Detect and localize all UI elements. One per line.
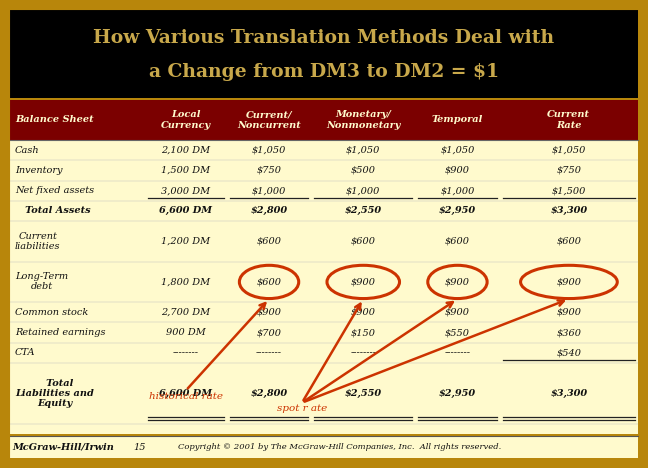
Text: $750: $750 — [557, 166, 581, 175]
Text: $540: $540 — [557, 348, 581, 358]
Text: --------: -------- — [173, 348, 199, 358]
Text: Total
Liabilities and
Equity: Total Liabilities and Equity — [15, 379, 94, 408]
Text: Balance Sheet: Balance Sheet — [15, 116, 93, 124]
Text: $600: $600 — [351, 237, 376, 246]
Text: $1,050: $1,050 — [252, 146, 286, 154]
Text: Common stock: Common stock — [15, 308, 88, 317]
Text: $550: $550 — [445, 328, 470, 337]
Text: $900: $900 — [351, 308, 376, 317]
Text: $150: $150 — [351, 328, 376, 337]
Bar — [10, 10, 638, 98]
Text: 1,800 DM: 1,800 DM — [161, 278, 211, 286]
Text: Cash: Cash — [15, 146, 40, 154]
Bar — [10, 100, 638, 434]
Text: Total Assets: Total Assets — [15, 206, 91, 215]
Text: --------: -------- — [445, 348, 470, 358]
Text: Temporal: Temporal — [432, 116, 483, 124]
Text: $2,800: $2,800 — [251, 206, 288, 215]
Text: Net fixed assets: Net fixed assets — [15, 186, 94, 195]
Text: 1,500 DM: 1,500 DM — [161, 166, 211, 175]
Text: Local
Currency: Local Currency — [161, 110, 211, 130]
Text: $360: $360 — [557, 328, 581, 337]
Text: $700: $700 — [257, 328, 281, 337]
Text: CTA: CTA — [15, 348, 36, 358]
Text: $3,300: $3,300 — [550, 206, 588, 215]
Text: $900: $900 — [557, 308, 581, 317]
Text: $1,000: $1,000 — [252, 186, 286, 195]
Text: $2,950: $2,950 — [439, 206, 476, 215]
Text: 2,100 DM: 2,100 DM — [161, 146, 211, 154]
Text: Current
Rate: Current Rate — [548, 110, 590, 130]
Text: $600: $600 — [557, 237, 581, 246]
Text: $1,000: $1,000 — [440, 186, 474, 195]
Text: spot r ate: spot r ate — [277, 404, 327, 413]
Text: --------: -------- — [256, 348, 282, 358]
Text: 15: 15 — [133, 443, 146, 452]
Text: How Various Translation Methods Deal with: How Various Translation Methods Deal wit… — [93, 29, 555, 47]
Text: $2,550: $2,550 — [345, 206, 382, 215]
Text: $500: $500 — [351, 166, 376, 175]
Text: Copyright © 2001 by The McGraw-Hill Companies, Inc.  All rights reserved.: Copyright © 2001 by The McGraw-Hill Comp… — [178, 443, 502, 451]
Text: 6,600 DM: 6,600 DM — [159, 389, 213, 398]
Text: $1,050: $1,050 — [346, 146, 380, 154]
Text: Current
liabilities: Current liabilities — [15, 232, 60, 251]
Text: $1,050: $1,050 — [440, 146, 474, 154]
Bar — [10, 100, 638, 140]
Text: $900: $900 — [257, 308, 281, 317]
Text: Current/
Noncurrent: Current/ Noncurrent — [237, 110, 301, 130]
Text: $750: $750 — [257, 166, 281, 175]
Text: $1,000: $1,000 — [346, 186, 380, 195]
Text: Monetary/
Nonmonetary: Monetary/ Nonmonetary — [326, 110, 400, 130]
Text: --------: -------- — [351, 348, 376, 358]
Text: $900: $900 — [445, 166, 470, 175]
Text: $600: $600 — [257, 278, 281, 286]
Text: historical rate: historical rate — [149, 392, 223, 401]
Text: 3,000 DM: 3,000 DM — [161, 186, 211, 195]
Text: $600: $600 — [257, 237, 281, 246]
Text: 900 DM: 900 DM — [166, 328, 205, 337]
Text: 2,700 DM: 2,700 DM — [161, 308, 211, 317]
Text: $900: $900 — [557, 278, 581, 286]
Text: Retained earnings: Retained earnings — [15, 328, 106, 337]
Text: a Change from DM3 to DM2 = $1: a Change from DM3 to DM2 = $1 — [149, 63, 499, 81]
Text: $900: $900 — [445, 308, 470, 317]
Text: 6,600 DM: 6,600 DM — [159, 206, 213, 215]
Text: $900: $900 — [351, 278, 376, 286]
Text: $1,050: $1,050 — [551, 146, 586, 154]
Text: $3,300: $3,300 — [550, 389, 588, 398]
Text: Long-Term
debt: Long-Term debt — [15, 272, 68, 292]
Text: $2,800: $2,800 — [251, 389, 288, 398]
Text: 1,200 DM: 1,200 DM — [161, 237, 211, 246]
Text: McGraw-Hill/Irwin: McGraw-Hill/Irwin — [12, 443, 114, 452]
Text: $1,500: $1,500 — [551, 186, 586, 195]
Bar — [10, 436, 638, 458]
Text: $2,950: $2,950 — [439, 389, 476, 398]
Text: Inventory: Inventory — [15, 166, 62, 175]
Text: $2,550: $2,550 — [345, 389, 382, 398]
Text: $600: $600 — [445, 237, 470, 246]
Text: $900: $900 — [445, 278, 470, 286]
